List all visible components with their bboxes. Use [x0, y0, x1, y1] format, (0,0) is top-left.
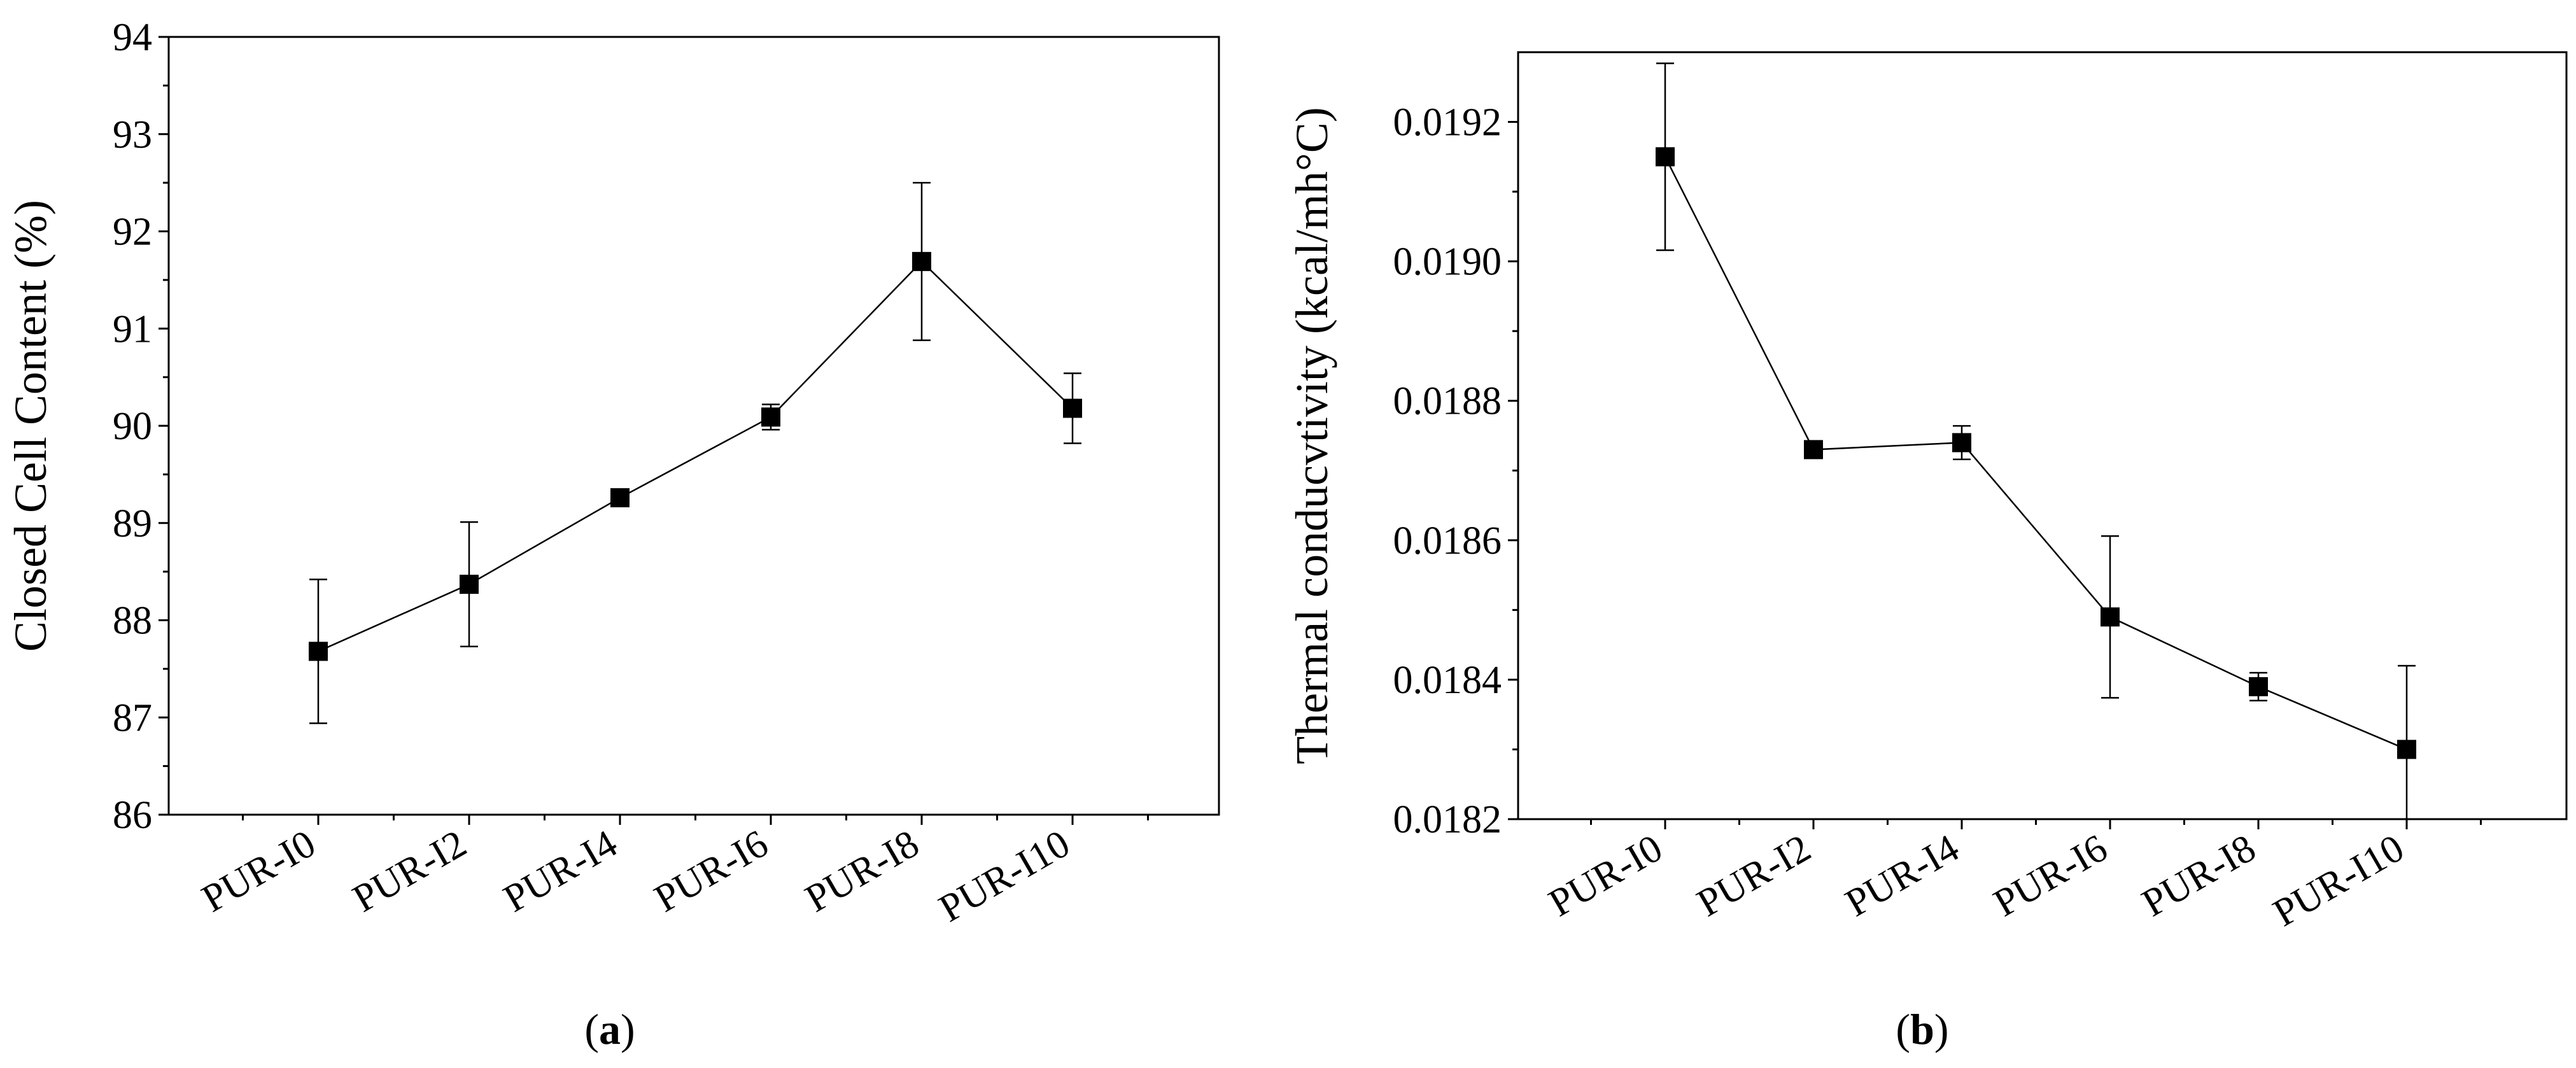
panel-b-caption: (b) — [1896, 1005, 1948, 1053]
b-y-tick-label: 0.0184 — [1393, 659, 1502, 702]
a-x-tick-label: PUR-I2 — [346, 822, 474, 920]
b-data-point — [1804, 440, 1823, 460]
a-y-axis-title: Closed Cell Content (%) — [5, 200, 56, 652]
b-y-tick-label: 0.0182 — [1393, 798, 1502, 841]
b-y-axis-title: Thermal conducvtivity (kcal/mh°C) — [1286, 107, 1337, 764]
a-y-tick-label: 87 — [113, 696, 152, 740]
b-data-point — [2397, 740, 2416, 759]
b-data-point — [1952, 433, 1971, 453]
a-data-point — [1063, 398, 1082, 418]
a-data-point — [912, 251, 931, 271]
a-y-tick-label: 92 — [113, 211, 152, 254]
a-y-tick-label: 88 — [113, 600, 152, 643]
panel-a-caption: (a) — [584, 1005, 635, 1053]
a-y-tick-label: 89 — [113, 502, 152, 545]
b-x-tick-label: PUR-I10 — [2266, 826, 2411, 935]
a-x-tick-label: PUR-I4 — [496, 822, 624, 920]
a-x-tick-label: PUR-I6 — [647, 822, 775, 920]
b-plot-frame — [1517, 51, 2568, 820]
a-y-tick-label: 86 — [113, 794, 152, 837]
a-y-tick-label: 93 — [113, 113, 152, 157]
a-series-line — [318, 260, 1073, 652]
a-x-tick-label: PUR-I8 — [798, 822, 926, 920]
b-series-line — [1664, 156, 2407, 750]
a-plot-frame — [167, 36, 1220, 816]
b-data-point — [2101, 607, 2120, 627]
plot-b: 0.0182 0.0184 0.0186 0.0188 0.0190 0.0192 PUR-… — [1286, 51, 2568, 935]
a-x-tick-label: PUR-I0 — [195, 822, 323, 920]
a-data-point — [460, 574, 479, 594]
panel-b: 0.0182 0.0184 0.0186 0.0188 0.0190 0.0192 PUR-… — [1286, 51, 2568, 1053]
a-y-tick-label: 91 — [113, 307, 152, 351]
b-y-tick-label: 0.0186 — [1393, 519, 1502, 563]
a-x-tick-label: PUR-I10 — [932, 822, 1077, 931]
b-x-tick-label: PUR-I8 — [2135, 826, 2263, 925]
b-data-point — [2249, 677, 2268, 696]
a-data-point — [761, 407, 780, 427]
b-y-tick-label: 0.0190 — [1393, 241, 1502, 284]
b-y-tick-label: 0.0188 — [1393, 380, 1502, 423]
b-data-point — [1656, 147, 1675, 167]
b-x-tick-label: PUR-I2 — [1690, 826, 1818, 925]
a-data-point — [309, 642, 328, 661]
b-x-tick-label: PUR-I6 — [1987, 826, 2115, 925]
b-x-tick-label: PUR-I4 — [1838, 826, 1966, 925]
a-y-tick-label: 94 — [113, 16, 152, 59]
a-data-point — [610, 488, 630, 508]
b-y-tick-label: 0.0192 — [1393, 101, 1502, 144]
a-y-tick-label: 90 — [113, 405, 152, 448]
b-x-tick-label: PUR-I0 — [1542, 826, 1670, 925]
